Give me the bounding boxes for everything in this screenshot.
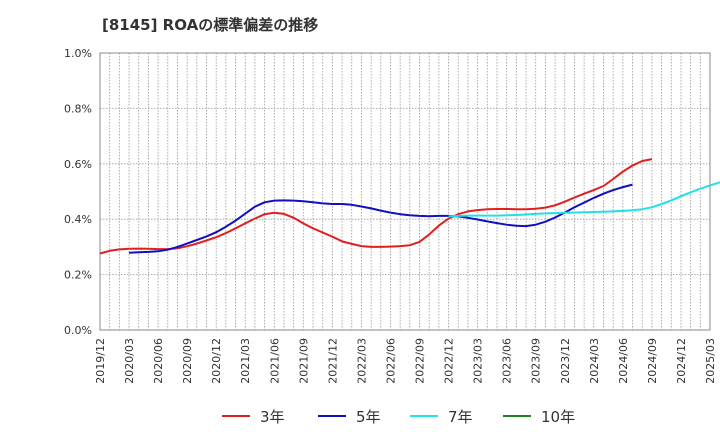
legend-swatch <box>410 415 438 417</box>
y-tick-label: 0.8% <box>64 102 92 115</box>
y-tick-label: 0.2% <box>64 269 92 282</box>
x-tick-label: 2019/12 <box>94 338 107 384</box>
x-tick-label: 2023/09 <box>530 338 543 384</box>
x-tick-label: 2022/09 <box>414 338 427 384</box>
x-tick-label: 2023/06 <box>501 338 514 384</box>
x-tick-label: 2020/06 <box>152 338 165 384</box>
x-tick-label: 2024/06 <box>617 338 630 384</box>
x-tick-label: 2024/09 <box>646 338 659 384</box>
legend-swatch <box>222 415 250 417</box>
y-tick-labels: 0.0% 0.2% 0.4% 0.6% 0.8% 1.0% <box>64 47 92 337</box>
x-tick-label: 2020/03 <box>123 338 136 384</box>
x-tick-label: 2022/06 <box>384 338 397 384</box>
legend-swatch <box>318 415 346 417</box>
legend-swatch <box>503 415 531 417</box>
x-tick-label: 2025/03 <box>704 338 717 384</box>
series-line-1 <box>128 183 633 254</box>
x-tick-label: 2024/12 <box>675 338 688 384</box>
x-tick-label: 2023/03 <box>472 338 485 384</box>
axes <box>99 52 711 331</box>
plot-frame <box>99 52 711 331</box>
x-tick-labels: 2019/12 2020/03 2020/06 2020/09 2020/12 2021/… <box>94 338 717 384</box>
y-tick-label: 0.0% <box>64 324 92 337</box>
legend-item: 10年 <box>503 404 575 428</box>
x-tick-label: 2023/12 <box>559 338 572 384</box>
x-tick-label: 2021/09 <box>297 338 310 384</box>
x-tick-label: 2022/03 <box>355 338 368 384</box>
x-tick-label: 2020/09 <box>181 338 194 384</box>
y-tick-label: 0.6% <box>64 158 92 171</box>
y-tick-label: 0.4% <box>64 213 92 226</box>
legend-label: 10年 <box>541 407 576 426</box>
x-tick-label: 2021/03 <box>239 338 252 384</box>
x-tick-label: 2021/12 <box>326 338 339 384</box>
series-line-2 <box>448 181 720 218</box>
x-tick-label: 2020/12 <box>210 338 223 384</box>
plot-area <box>100 53 710 330</box>
y-tick-label: 1.0% <box>64 47 92 60</box>
chart-title: [8145] ROAの標準偏差の推移 <box>102 16 319 34</box>
legend-item: 3年 <box>222 404 285 428</box>
legend-label: 7年 <box>448 407 473 426</box>
legend-label: 3年 <box>260 407 285 426</box>
series-line-0 <box>99 158 653 255</box>
series-lines <box>99 158 720 255</box>
legend: 3年 5年 7年 10年 <box>0 404 720 428</box>
x-tick-label: 2021/06 <box>268 338 281 384</box>
legend-item: 5年 <box>318 404 381 428</box>
grid <box>100 53 710 330</box>
x-tick-label: 2024/03 <box>588 338 601 384</box>
x-tick-label: 2022/12 <box>443 338 456 384</box>
legend-label: 5年 <box>356 407 381 426</box>
legend-item: 7年 <box>410 404 473 428</box>
